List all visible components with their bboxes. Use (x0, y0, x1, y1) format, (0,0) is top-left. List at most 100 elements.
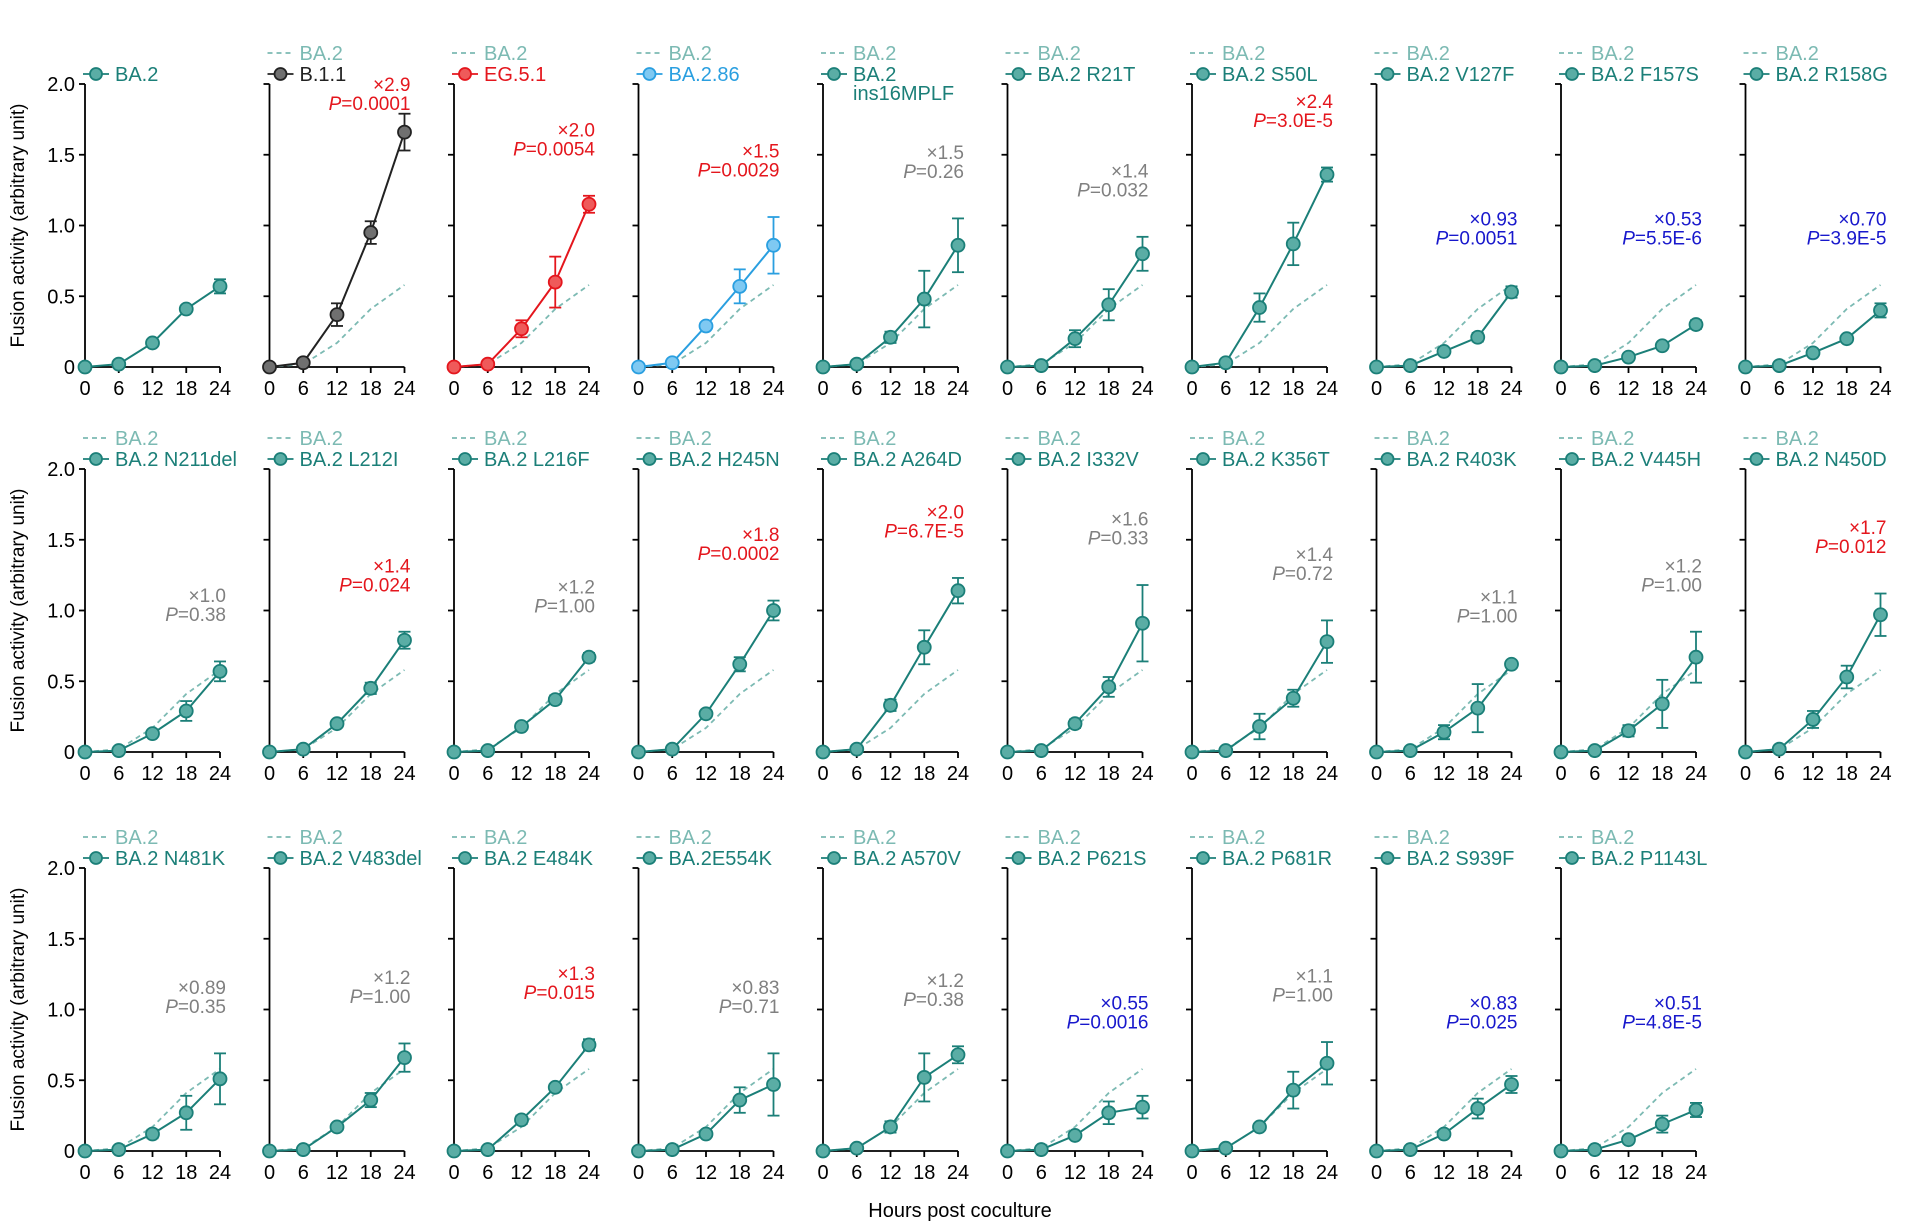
x-tick-label: 0 (633, 1162, 644, 1184)
p-value-label: P=1.00 (1272, 986, 1333, 1007)
data-point (77, 359, 93, 375)
data-point (698, 706, 714, 722)
fold-change-label: ×1.4 (1111, 161, 1149, 182)
legend-series-label: BA.2 P681R (1222, 848, 1332, 870)
panel-3: 0 6 12 18 24 BA.2EG.5.1 ×2.0P=0.0054 (446, 43, 600, 400)
data-point (446, 1143, 462, 1159)
data-point (1184, 359, 1200, 375)
legend-series-label: B.1.1 (300, 64, 347, 86)
x-tick-label: 18 (175, 1162, 197, 1184)
data-point (1621, 723, 1636, 739)
data-point (950, 583, 966, 599)
x-tick-label: 6 (1589, 763, 1600, 785)
data-point (1000, 1143, 1015, 1159)
x-tick-label: 12 (1617, 1162, 1639, 1184)
legend-series-marker (827, 452, 841, 466)
legend-series-marker (1196, 851, 1210, 865)
x-tick-label: 0 (817, 1162, 828, 1184)
legend-baseline-label: BA.2 (853, 43, 896, 65)
x-tick-label: 6 (1405, 378, 1416, 400)
baseline-line (453, 1068, 590, 1152)
p-value-label: P=3.9E-5 (1807, 229, 1887, 250)
p-value-label: P=0.0002 (698, 544, 780, 565)
legend-baseline-label: BA.2 (300, 428, 343, 450)
legend-series-marker (1749, 452, 1764, 466)
x-tick-label: 24 (1316, 763, 1338, 785)
x-tick-label: 6 (667, 763, 678, 785)
x-tick-label: 6 (1036, 1162, 1047, 1184)
data-point (1369, 1143, 1384, 1159)
series-line (1191, 174, 1328, 368)
legend-series-marker (827, 851, 841, 865)
x-tick-label: 12 (695, 763, 717, 785)
data-point (1654, 338, 1670, 354)
data-point (1033, 358, 1049, 373)
legend-baseline-label: BA.2 (300, 43, 343, 65)
x-tick-label: 0 (633, 763, 644, 785)
x-tick-label: 18 (913, 378, 935, 400)
legend-baseline-label: BA.2 (669, 827, 712, 849)
legend-baseline-label: BA.2 (300, 827, 343, 849)
data-point (815, 744, 831, 760)
x-tick-label: 12 (141, 378, 163, 400)
data-point (111, 1142, 127, 1157)
data-point (1688, 317, 1704, 332)
x-tick-label: 0 (79, 1162, 90, 1184)
legend-series-marker (273, 67, 288, 81)
x-tick-label: 6 (851, 1162, 862, 1184)
series-line (269, 131, 406, 368)
legend-series-label: BA.2 (115, 64, 158, 86)
data-point (212, 278, 228, 294)
legend-series-marker (642, 452, 657, 466)
data-point (950, 1047, 966, 1063)
legend-baseline-label: BA.2 (1776, 43, 1819, 65)
x-tick-label: 0 (264, 378, 275, 400)
y-tick-label: 0 (64, 1141, 75, 1163)
data-point (1000, 359, 1015, 375)
x-tick-label: 24 (762, 763, 784, 785)
x-tick-label: 12 (1802, 763, 1824, 785)
baseline-line (1191, 1068, 1328, 1152)
data-point (1771, 741, 1787, 757)
series-line (822, 244, 959, 368)
p-value-label: P=4.8E-5 (1622, 1013, 1702, 1034)
data-point (732, 656, 748, 672)
x-tick-label: 6 (298, 378, 309, 400)
x-tick-label: 18 (1467, 378, 1489, 400)
legend-baseline-label: BA.2 (484, 428, 527, 450)
data-point (514, 1112, 529, 1128)
data-point (295, 1142, 311, 1157)
x-tick-label: 0 (1555, 378, 1566, 400)
series-line (1191, 1062, 1328, 1152)
data-point (732, 1092, 748, 1108)
x-tick-label: 24 (393, 1162, 415, 1184)
data-point (664, 355, 680, 371)
data-point (111, 356, 127, 372)
legend-series-label: BA.2 A264D (853, 449, 962, 471)
data-point (1135, 246, 1150, 262)
fold-change-label: ×0.53 (1654, 210, 1702, 231)
data-point (329, 1119, 345, 1135)
data-point (1285, 1082, 1301, 1098)
legend-baseline-label: BA.2 (484, 827, 527, 849)
data-point (514, 321, 529, 337)
x-tick-label: 0 (1371, 763, 1382, 785)
x-tick-label: 12 (326, 763, 348, 785)
x-tick-label: 12 (879, 1162, 901, 1184)
series-line (1007, 622, 1144, 753)
panel-19: 0 6 12 18 24 BA.2BA.2 V445H ×1.2P=1.00 (1553, 428, 1707, 785)
data-point (212, 663, 228, 679)
p-value-label: P=1.00 (1641, 575, 1702, 596)
x-tick-label: 12 (879, 763, 901, 785)
data-point (397, 632, 412, 648)
data-point (1067, 331, 1083, 347)
legend-series-marker (1565, 67, 1579, 81)
p-value-label: P=0.0051 (1436, 229, 1518, 250)
x-tick-label: 24 (209, 1162, 231, 1184)
x-tick-label: 12 (510, 1162, 532, 1184)
legend-series-label: BA.2 H245N (669, 449, 780, 471)
y-axis-label: Fusion activity (arbitrary unit) (8, 888, 29, 1132)
series-line (638, 244, 775, 368)
x-tick-label: 24 (762, 1162, 784, 1184)
panel-7: 0 6 12 18 24 BA.2BA.2 S50L ×2.4P=3.0E-5 (1184, 43, 1338, 400)
